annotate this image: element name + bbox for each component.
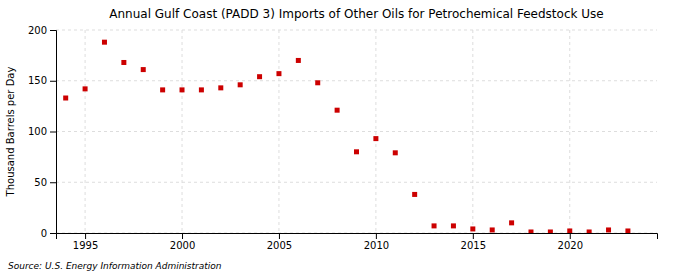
point [354,149,359,154]
grid-line [56,80,657,81]
point [412,192,417,197]
tick-mark [570,233,571,239]
tick-mark [50,233,56,234]
point [606,227,611,232]
tick-label: 0 [41,228,47,239]
point [83,86,88,91]
point [470,226,475,231]
tick: 50 [34,177,56,188]
tick: 2020 [558,233,583,251]
tick: 2005 [267,233,292,251]
point [432,223,437,228]
tick-label: 2000 [170,240,195,251]
grid [56,30,657,233]
tick: 0 [41,228,56,239]
axis-line [57,234,658,240]
point [373,136,378,141]
tick-label: 2015 [461,240,486,251]
tick: 200 [28,25,56,36]
axis-line [50,31,57,234]
plot: 1995 2000 2005 2010 2015 2020 0 50 100 150 200 [28,25,658,251]
tick-mark [376,233,377,239]
grid-line [569,30,570,233]
tick-mark [279,233,280,239]
points [63,40,630,233]
point [121,60,126,65]
tick-label: 200 [28,25,47,36]
grid-line [56,182,657,183]
tick-label: 150 [28,75,47,86]
point [160,87,165,92]
tick-label: 50 [34,177,47,188]
y-axis-title: Thousand Barrels per Day [5,67,16,198]
point [63,96,68,101]
point [393,150,398,155]
chart: 1995 2000 2005 2010 2015 2020 0 50 100 150 200 Annu… [0,0,675,275]
tick-label: 2010 [364,240,389,251]
tick: 100 [28,126,56,137]
point [335,108,340,113]
grid-line [472,30,473,233]
tick: 2010 [364,233,389,251]
point [509,220,514,225]
point [257,74,262,79]
tick-mark [50,132,56,133]
y-axis: 0 50 100 150 200 [28,25,57,239]
grid-line [375,30,376,233]
point [315,80,320,85]
point [587,229,592,233]
point [451,223,456,228]
grid-line [85,30,86,233]
point [567,228,572,233]
point [238,82,243,87]
point [625,228,630,233]
point [180,87,185,92]
point [490,227,495,232]
tick-mark [50,81,56,82]
grid-line [278,30,279,233]
x-axis: 1995 2000 2005 2010 2015 2020 [57,233,658,251]
tick-mark [473,233,474,239]
point [276,71,281,76]
tick-mark [182,233,183,239]
tick: 1995 [73,233,98,251]
grid-line [56,30,657,31]
point [528,229,533,233]
title: Annual Gulf Coast (PADD 3) Imports of Ot… [109,7,603,21]
tick-label: 2020 [558,240,583,251]
tick-label: 100 [28,126,47,137]
tick: 150 [28,75,56,86]
tick-label: 1995 [73,240,98,251]
tick-mark [50,182,56,183]
point [199,87,204,92]
grid-line [56,131,657,132]
source: Source: U.S. Energy Information Administ… [8,261,222,271]
tick-mark [50,30,56,31]
point [296,58,301,63]
tick-label: 2005 [267,240,292,251]
tick: 2000 [170,233,195,251]
tick-mark [85,233,86,239]
point [141,67,146,72]
point [548,229,553,233]
point [218,85,223,90]
tick: 2015 [461,233,486,251]
grid-line [182,30,183,233]
point [102,40,107,45]
